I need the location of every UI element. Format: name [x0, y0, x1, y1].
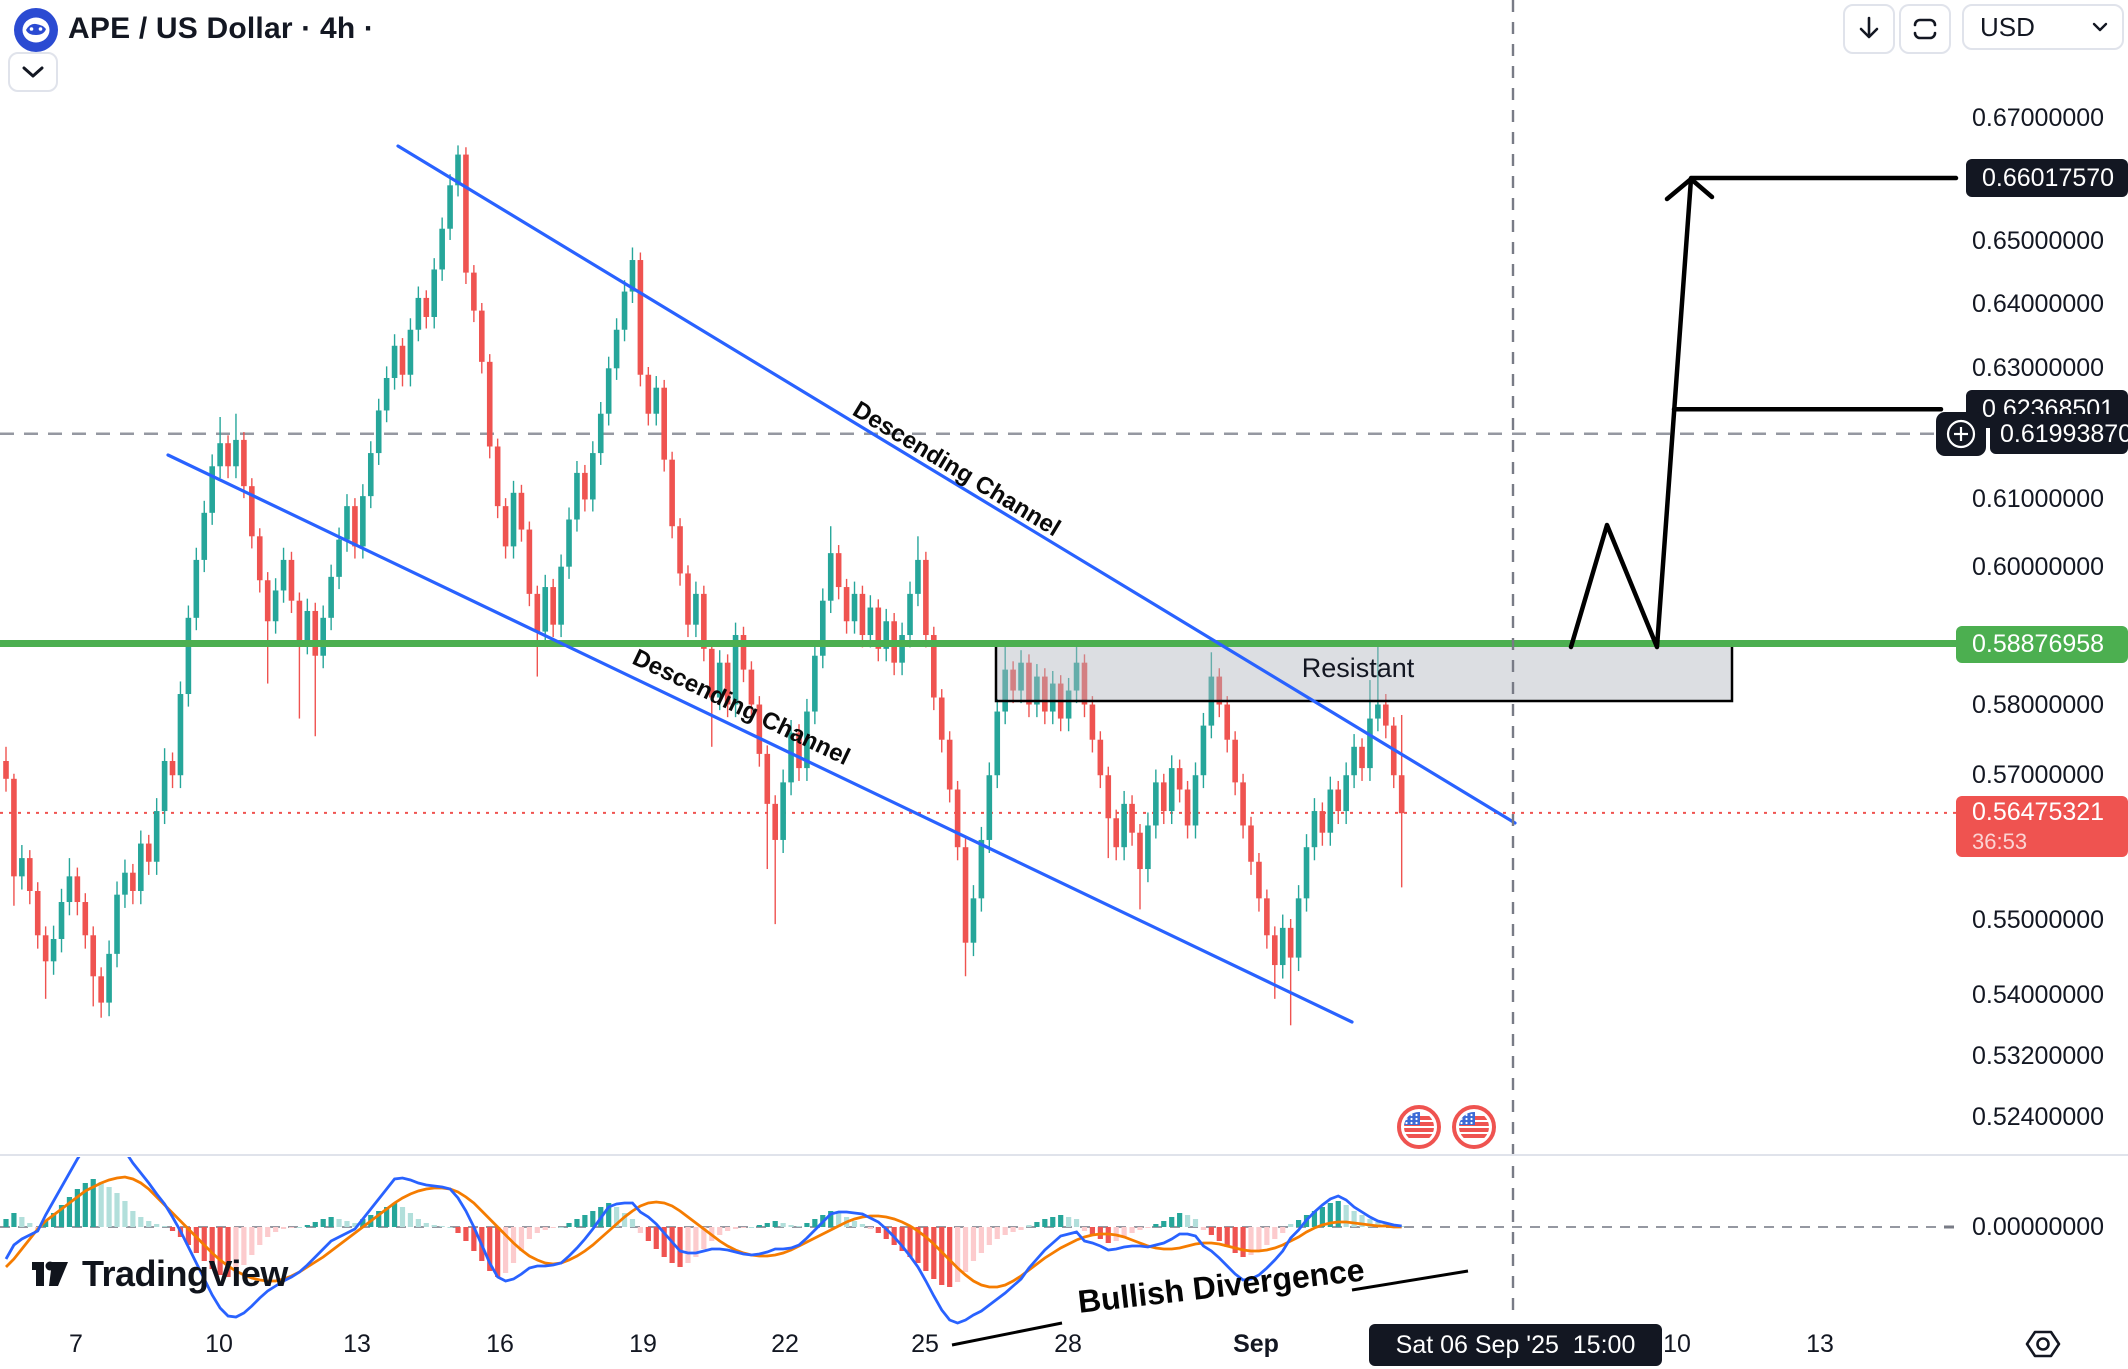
time-tick: Sep: [1233, 1330, 1279, 1358]
price-label-support[interactable]: 0.58876958: [1956, 626, 2128, 663]
download-icon: [1859, 16, 1879, 39]
currency-dropdown[interactable]: USD: [1962, 4, 2124, 50]
plus-crosshair-badge[interactable]: [1936, 412, 1986, 456]
price-tick: 0.63000000: [1972, 354, 2105, 383]
gear-icon: [2025, 1330, 2061, 1358]
price-tick: 0.57000000: [1972, 761, 2105, 790]
macd-indicator[interactable]: [0, 1138, 1956, 1325]
time-tick: 28: [1054, 1330, 1082, 1358]
tradingview-logo-icon: [32, 1261, 68, 1286]
divergence-trendlines[interactable]: [951, 1269, 1469, 1347]
bar-countdown: 36:53: [1972, 828, 2028, 854]
time-tick: 13: [343, 1330, 371, 1358]
resistant-zone-label[interactable]: Resistant: [1301, 653, 1415, 683]
tradingview-branding[interactable]: TradingView: [28, 1252, 288, 1296]
time-tick: 19: [629, 1330, 657, 1358]
chevron-down-icon: [22, 66, 44, 78]
price-tick: 0.55000000: [1972, 906, 2105, 935]
time-tick: 10: [205, 1330, 233, 1358]
resistance-zone-box[interactable]: [994, 644, 1734, 703]
price-tick: 0.64000000: [1972, 290, 2105, 319]
macd-line: [4, 1157, 1402, 1325]
time-tick: 16: [486, 1330, 514, 1358]
reference-lines: [0, 432, 1956, 814]
currency-value: USD: [1980, 11, 2035, 42]
crosshair-date-label[interactable]: Sat 06 Sep '25 15:00: [1369, 1324, 1662, 1366]
current-price-label[interactable]: 0.56475321 36:53: [1956, 796, 2128, 857]
price-tick: 0.58000000: [1972, 690, 2105, 719]
price-tick: 0.54000000: [1972, 981, 2105, 1010]
apecoin-logo: [14, 8, 58, 52]
axis-settings-button[interactable]: [2022, 1324, 2064, 1364]
projection-arrow-drawing[interactable]: [1568, 175, 1959, 650]
us-flag-icon[interactable]: [1397, 1105, 1441, 1149]
screenshot-button[interactable]: [1899, 4, 1951, 54]
price-label-top-target[interactable]: 0.66017570: [1966, 159, 2128, 197]
price-tick: 0.61000000: [1972, 485, 2105, 514]
price-tick: 0.53200000: [1972, 1041, 2105, 1070]
screenshot-frame-icon: [1913, 18, 1937, 40]
descending-channel-lines[interactable]: [166, 144, 1517, 1024]
time-tick: 22: [771, 1330, 799, 1358]
time-tick: 25: [911, 1330, 939, 1358]
time-tick: 10: [1663, 1330, 1691, 1358]
price-label-plus-level[interactable]: 0.61993870: [1990, 414, 2128, 454]
current-price-value: 0.56475321: [1972, 797, 2105, 826]
symbol-title[interactable]: APE / US Dollar · 4h ·: [68, 12, 375, 45]
price-tick: 0.60000000: [1972, 552, 2105, 581]
chevron-down-icon: [2092, 22, 2108, 32]
price-tick: 0.65000000: [1972, 227, 2105, 256]
time-tick: 13: [1806, 1330, 1834, 1358]
us-flag-icon[interactable]: [1452, 1105, 1496, 1149]
time-tick: 7: [69, 1330, 83, 1358]
price-tick: 0.67000000: [1972, 104, 2105, 132]
macd-zero-tick: 0.00000000: [1972, 1213, 2105, 1241]
collapse-legend-button[interactable]: [8, 52, 58, 92]
candlestick-series[interactable]: [3, 145, 1405, 1026]
download-button[interactable]: [1843, 4, 1895, 54]
plus-circle-icon: [1946, 419, 1976, 449]
tradingview-wordmark: TradingView: [82, 1253, 288, 1294]
price-tick: 0.52400000: [1972, 1103, 2105, 1132]
macd-signal-line: [5, 1175, 1402, 1289]
